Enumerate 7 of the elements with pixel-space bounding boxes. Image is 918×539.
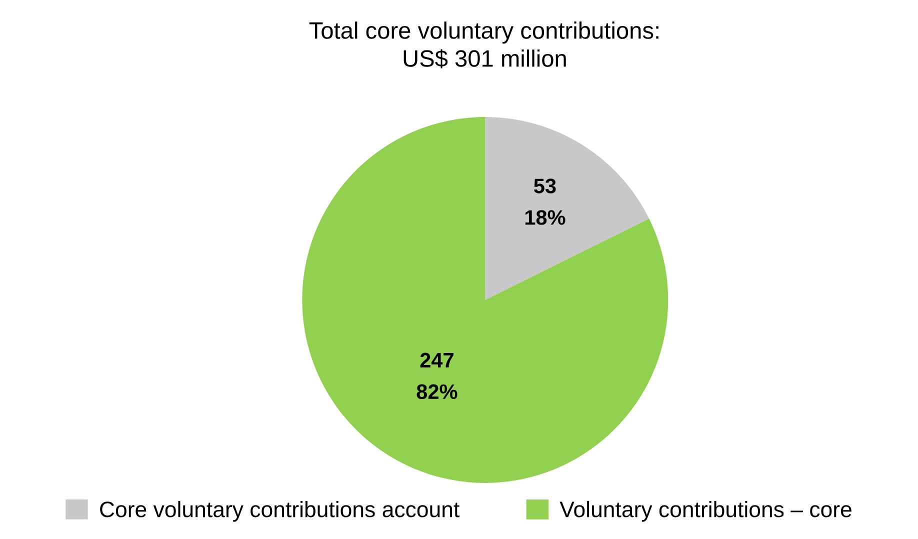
legend-label: Voluntary contributions – core <box>560 500 852 522</box>
legend-label: Core voluntary contributions account <box>100 500 460 522</box>
data-label: 53 18% <box>525 178 566 225</box>
chart-title: Total core voluntary contributions: US$ 301 million <box>309 22 658 68</box>
data-label: 247 82% <box>416 352 458 400</box>
pie-slice <box>485 116 650 300</box>
pie-slice <box>302 116 668 483</box>
